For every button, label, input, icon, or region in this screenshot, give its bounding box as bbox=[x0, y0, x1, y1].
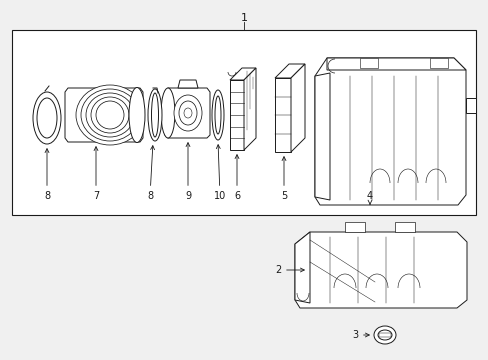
Polygon shape bbox=[314, 58, 465, 205]
Ellipse shape bbox=[148, 89, 162, 141]
Bar bbox=[12, 30, 475, 215]
Polygon shape bbox=[244, 68, 256, 150]
Text: 3: 3 bbox=[351, 330, 368, 340]
Ellipse shape bbox=[96, 101, 124, 129]
Bar bbox=[345, 222, 364, 232]
Polygon shape bbox=[178, 80, 198, 88]
Text: 2: 2 bbox=[274, 265, 304, 275]
Ellipse shape bbox=[91, 97, 129, 133]
Polygon shape bbox=[164, 88, 209, 138]
Text: 6: 6 bbox=[233, 155, 240, 201]
Text: 8: 8 bbox=[44, 149, 50, 201]
Ellipse shape bbox=[37, 98, 57, 138]
Ellipse shape bbox=[81, 89, 139, 141]
Ellipse shape bbox=[86, 93, 134, 137]
Polygon shape bbox=[294, 232, 309, 303]
Text: 7: 7 bbox=[93, 147, 99, 201]
Ellipse shape bbox=[33, 92, 61, 144]
Ellipse shape bbox=[373, 326, 395, 344]
Polygon shape bbox=[65, 88, 142, 142]
Bar bbox=[359, 58, 377, 68]
Polygon shape bbox=[294, 232, 466, 308]
Ellipse shape bbox=[377, 330, 391, 340]
Ellipse shape bbox=[215, 96, 221, 134]
Polygon shape bbox=[314, 73, 329, 200]
Ellipse shape bbox=[183, 108, 192, 118]
Ellipse shape bbox=[179, 101, 197, 125]
Polygon shape bbox=[229, 68, 256, 80]
Polygon shape bbox=[274, 64, 305, 78]
Polygon shape bbox=[229, 80, 244, 150]
Text: 5: 5 bbox=[280, 157, 286, 201]
Text: 8: 8 bbox=[146, 146, 154, 201]
Bar bbox=[394, 222, 414, 232]
Ellipse shape bbox=[151, 93, 158, 137]
Text: 4: 4 bbox=[366, 191, 372, 204]
Text: 10: 10 bbox=[213, 145, 225, 201]
Text: 1: 1 bbox=[240, 13, 247, 23]
Bar bbox=[429, 58, 447, 68]
Ellipse shape bbox=[76, 85, 143, 145]
Polygon shape bbox=[465, 98, 475, 113]
Ellipse shape bbox=[161, 88, 175, 138]
Ellipse shape bbox=[174, 95, 202, 131]
Polygon shape bbox=[326, 58, 465, 70]
Ellipse shape bbox=[129, 87, 145, 143]
Polygon shape bbox=[290, 64, 305, 152]
Bar bbox=[378, 333, 390, 337]
Ellipse shape bbox=[212, 90, 224, 140]
Polygon shape bbox=[274, 78, 290, 152]
Text: 9: 9 bbox=[184, 143, 191, 201]
